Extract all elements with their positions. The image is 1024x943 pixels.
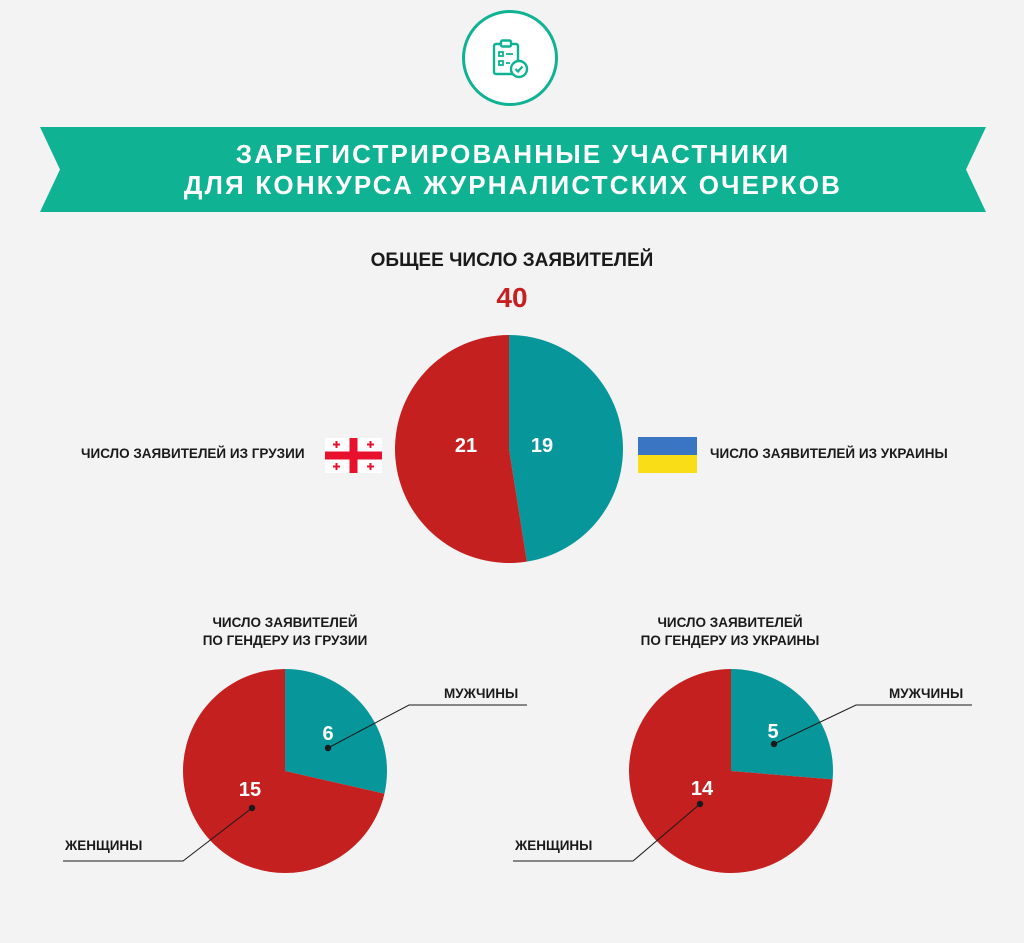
ukraine-women-label: ЖЕНЩИНЫ	[515, 838, 593, 853]
total-value: 40	[496, 282, 528, 313]
ukraine-men-label: МУЖЧИНЫ	[889, 686, 964, 701]
ukraine-gender-title: ЧИСЛО ЗАЯВИТЕЛЕЙ ПО ГЕНДЕРУ ИЗ УКРАИНЫ	[605, 614, 855, 650]
banner-title-line1: ЗАРЕГИСТРИРОВАННЫЕ УЧАСТНИКИ	[235, 139, 791, 169]
ukraine-women-leader	[513, 803, 701, 862]
georgia-slice-men	[285, 669, 387, 794]
total-title: ОБЩЕЕ ЧИСЛО ЗАЯВИТЕЛЕЙ	[370, 250, 654, 271]
georgia-flag-icon	[325, 438, 382, 473]
georgia-gender-title-line1: ЧИСЛО ЗАЯВИТЕЛЕЙ	[212, 615, 358, 630]
ukraine-gender-title-line2: ПО ГЕНДЕРУ ИЗ УКРАИНЫ	[640, 633, 820, 648]
ukraine-slice-women	[628, 669, 833, 873]
georgia-women-leader	[63, 807, 253, 862]
ukraine-women-dot	[696, 800, 704, 808]
georgia-men-dot	[324, 744, 332, 752]
ukraine-men-leader	[773, 704, 972, 745]
pie-slice-georgia	[395, 335, 527, 563]
georgia-gender-title-line2: ПО ГЕНДЕРУ ИЗ ГРУЗИИ	[202, 633, 368, 648]
pie-value-georgia: 21	[455, 435, 477, 457]
clipboard-check-icon	[462, 10, 558, 106]
georgia-women-dot	[248, 804, 256, 812]
georgia-men-label: МУЖЧИНЫ	[444, 686, 519, 701]
georgia-men-leader	[327, 704, 527, 749]
georgia-value-women: 15	[239, 779, 261, 801]
georgia-value-men: 6	[322, 723, 333, 745]
ukraine-men-dot	[770, 740, 778, 748]
title-banner: ЗАРЕГИСТРИРОВАННЫЕ УЧАСТНИКИ ДЛЯ КОНКУРС…	[40, 127, 986, 212]
ukraine-gender-title-line1: ЧИСЛО ЗАЯВИТЕЛЕЙ	[657, 615, 803, 630]
ukraine-value-men: 5	[767, 721, 778, 743]
georgia-label: ЧИСЛО ЗАЯВИТЕЛЕЙ ИЗ ГРУЗИИ	[81, 446, 305, 461]
ukraine-slice-men	[731, 669, 833, 780]
ukraine-label: ЧИСЛО ЗАЯВИТЕЛЕЙ ИЗ УКРАИНЫ	[710, 446, 948, 461]
georgia-women-label: ЖЕНЩИНЫ	[65, 838, 143, 853]
banner-title-line2: ДЛЯ КОНКУРСА ЖУРНАЛИСТСКИХ ОЧЕРКОВ	[183, 170, 843, 200]
pie-slice-ukraine	[509, 335, 624, 562]
ukraine-flag-icon	[638, 437, 697, 473]
georgia-gender-title: ЧИСЛО ЗАЯВИТЕЛЕЙ ПО ГЕНДЕРУ ИЗ ГРУЗИИ	[160, 614, 410, 650]
pie-value-ukraine: 19	[531, 435, 553, 457]
ukraine-value-women: 14	[691, 778, 714, 800]
